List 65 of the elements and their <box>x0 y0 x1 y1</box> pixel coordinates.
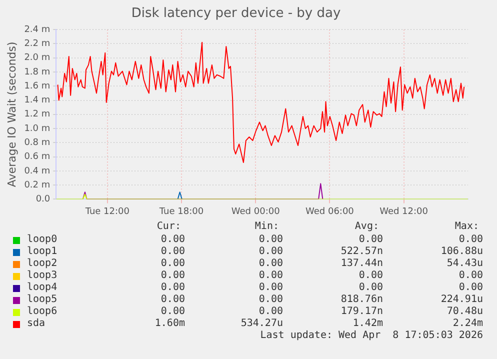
text: 0.00 <box>160 282 185 293</box>
text: 0.00 <box>458 282 483 293</box>
y-tick-label: 1.4 m <box>24 96 50 106</box>
text: 0.00 <box>458 270 483 281</box>
y-tick-label: 0.4 m <box>24 166 50 176</box>
x-tick-label: Wed 00:00 <box>231 206 280 217</box>
y-tick-label: 0.0 <box>36 194 50 205</box>
legend-label: loop5 <box>27 294 58 305</box>
text: 2.24m <box>452 318 483 329</box>
text: Cur: <box>156 221 181 232</box>
text: 1.60m <box>154 318 185 329</box>
text: 0.00 <box>258 234 283 245</box>
text: 522.57n <box>340 246 383 257</box>
text: 0.00 <box>258 294 283 305</box>
text: 0.00 <box>160 270 185 281</box>
text: 0.00 <box>258 282 283 293</box>
y-tick-label: 2.0 m <box>24 53 50 64</box>
y-tick-label: 1.0 m <box>24 124 50 134</box>
text: Max: <box>454 221 479 232</box>
text: 106.88u <box>440 246 483 257</box>
legend-label: loop3 <box>27 270 58 281</box>
text: 0.00 <box>160 294 185 305</box>
chart-title: Disk latency per device - by day <box>131 6 341 22</box>
text: 0.00 <box>358 270 383 281</box>
text: 0.00 <box>160 306 185 317</box>
text: 137.44n <box>340 258 383 269</box>
legend-label: loop2 <box>27 258 58 269</box>
x-tick-label: Wed 06:00 <box>305 206 354 217</box>
text: 0.00 <box>358 234 383 245</box>
text: 0.00 <box>258 258 283 269</box>
legend-label: loop1 <box>27 246 58 257</box>
text: 818.76n <box>340 294 383 305</box>
x-tick-label: Tue 18:00 <box>158 206 204 217</box>
text: 0.00 <box>160 234 185 245</box>
text: 0.00 <box>160 258 185 269</box>
y-tick-label: 0.6 m <box>24 152 50 162</box>
y-axis-title: Average IO Wait (seconds) <box>5 42 18 188</box>
legend-label: loop6 <box>27 306 58 317</box>
text: 0.00 <box>160 246 185 257</box>
text: 0.00 <box>358 282 383 293</box>
text: Min: <box>254 221 279 232</box>
text: 224.91u <box>440 294 483 305</box>
text: 54.43u <box>446 258 483 269</box>
text: 70.48u <box>446 306 483 317</box>
text: 0.00 <box>258 246 283 257</box>
text: Last update: Wed Apr 8 17:05:03 2026 <box>260 330 483 341</box>
y-tick-label: 1.6 m <box>24 81 50 92</box>
y-tick-label: 2.4 m <box>24 24 50 35</box>
text: 0.00 <box>258 306 283 317</box>
legend-label: loop4 <box>27 282 58 293</box>
text: 1.42m <box>352 318 383 329</box>
text: Avg: <box>354 221 379 232</box>
y-tick-label: 2.2 m <box>24 39 50 50</box>
text: 534.27u <box>240 318 283 329</box>
text: 179.17n <box>340 306 383 317</box>
legend-label: loop0 <box>27 234 58 245</box>
y-tick-label: 1.8 m <box>24 67 50 78</box>
y-tick-label: 1.2 m <box>24 110 50 120</box>
text: 0.00 <box>258 270 283 281</box>
x-tick-label: Tue 12:00 <box>84 206 130 217</box>
y-tick-label: 0.2 m <box>24 180 50 190</box>
legend-label: sda <box>27 318 46 329</box>
text: 0.00 <box>458 234 483 245</box>
x-tick-label: Wed 12:00 <box>380 206 428 217</box>
y-tick-label: 0.8 m <box>24 138 50 148</box>
